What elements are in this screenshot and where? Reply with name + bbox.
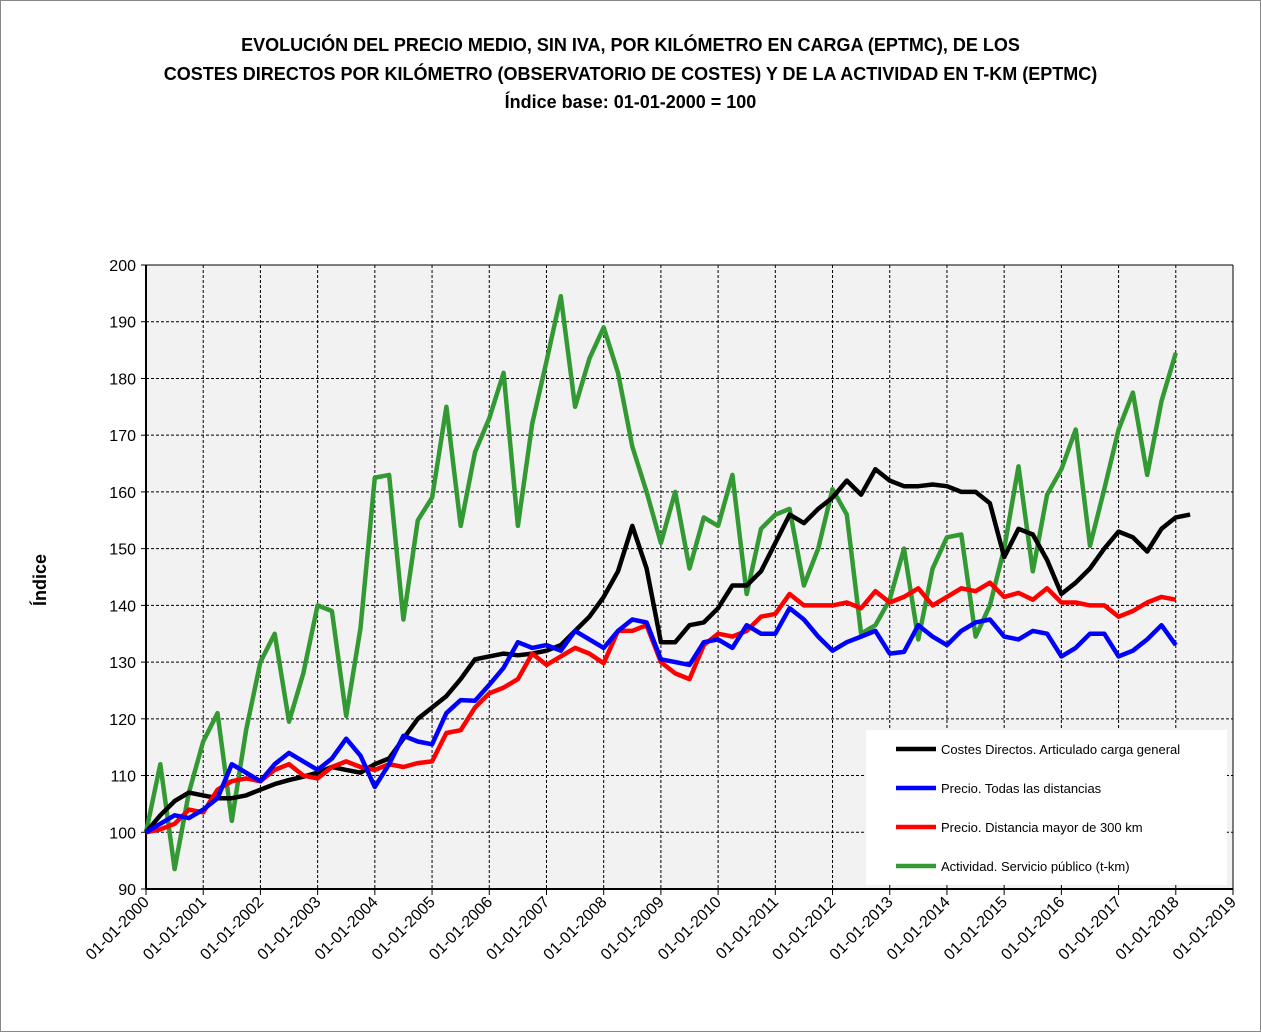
- series-line-0: [144, 466, 1191, 834]
- y-tick-label: 170: [109, 428, 136, 445]
- chart-title-line-1: EVOLUCIÓN DEL PRECIO MEDIO, SIN IVA, POR…: [241, 35, 1020, 55]
- series-lines: [143, 293, 1191, 872]
- legend-label: Costes Directos. Articulado carga genera…: [941, 742, 1180, 757]
- legend-label: Precio. Todas las distancias: [941, 781, 1102, 796]
- y-tick-label: 130: [109, 655, 136, 672]
- y-tick-label: 180: [109, 371, 136, 388]
- legend-label: Precio. Distancia mayor de 300 km: [941, 820, 1143, 835]
- y-tick-label: 90: [118, 882, 136, 899]
- y-tick-label: 190: [109, 315, 136, 332]
- y-tick-label: 160: [109, 485, 136, 502]
- y-tick-label: 140: [109, 598, 136, 615]
- legend: Costes Directos. Articulado carga genera…: [866, 730, 1227, 885]
- chart-subtitle: Índice base: 01-01-2000 = 100: [504, 92, 757, 112]
- legend-label: Actividad. Servicio público (t-km): [941, 859, 1130, 874]
- y-tick-label: 200: [109, 258, 136, 275]
- series-line-2: [145, 580, 1177, 835]
- series-line-1: [144, 605, 1178, 835]
- y-axis-label: Índice: [29, 554, 50, 606]
- chart-title-line-2: COSTES DIRECTOS POR KILÓMETRO (OBSERVATO…: [163, 64, 1098, 84]
- y-tick-label: 110: [110, 769, 136, 786]
- axes: [141, 264, 1234, 895]
- legend-box: [866, 730, 1227, 885]
- y-tick-label: 120: [109, 712, 136, 729]
- y-tick-label: 100: [109, 825, 136, 842]
- y-tick-label: 150: [109, 542, 136, 559]
